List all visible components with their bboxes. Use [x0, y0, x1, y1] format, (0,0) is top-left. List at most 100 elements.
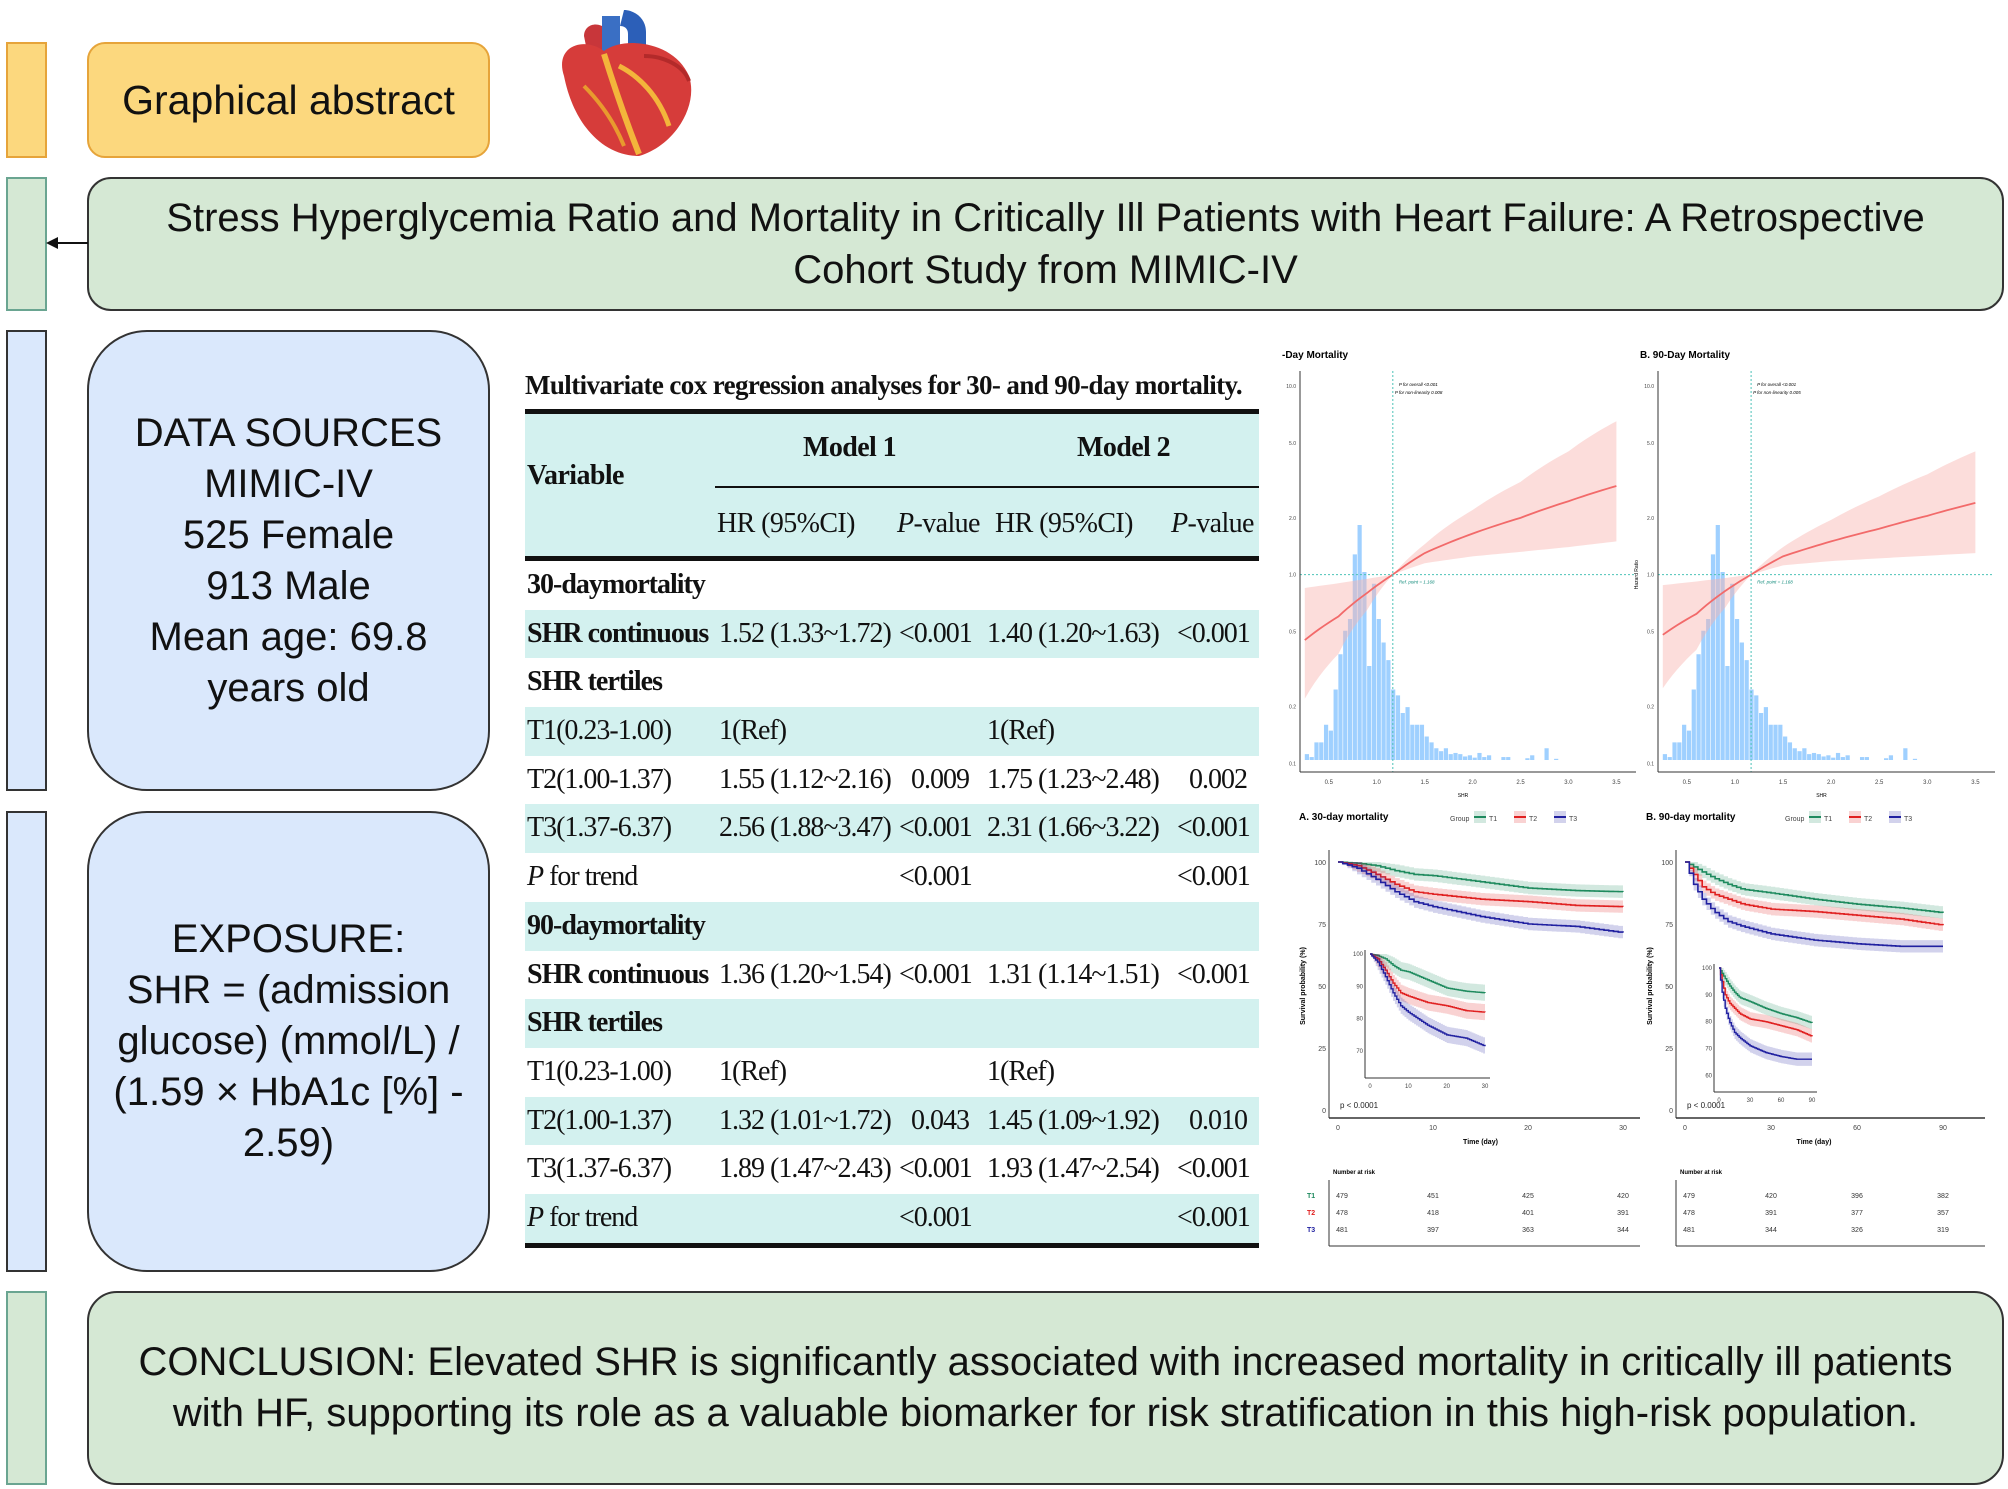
- row-label: 30-daymortality: [527, 569, 706, 600]
- table-row: P for trend <0.001 <0.001: [525, 1193, 1259, 1243]
- histogram-bar: [1506, 757, 1511, 760]
- histogram-bar: [1434, 748, 1439, 760]
- histogram-bar: [1501, 757, 1506, 760]
- survival-curve: [1338, 861, 1624, 893]
- histogram-bar: [1715, 525, 1720, 760]
- y-tick-label: 2.0: [1647, 516, 1654, 522]
- histogram-bar: [1477, 752, 1482, 760]
- confidence-band: [1685, 862, 1943, 932]
- histogram-bar: [1472, 757, 1477, 760]
- histogram-bar: [1362, 572, 1367, 760]
- histogram-bar: [1323, 724, 1329, 760]
- legend-label: T3: [1904, 816, 1912, 823]
- survival-curve: [1685, 861, 1944, 926]
- legend-label: T1: [1489, 816, 1497, 823]
- inset-x-tick-label: 30: [1747, 1098, 1754, 1104]
- hazard-ratio-curve: [1662, 502, 1976, 636]
- risk-count: 479: [1336, 1193, 1348, 1200]
- p-nonlinearity-annotation: P for non-linearity 0.005: [1753, 390, 1801, 395]
- y-tick-label: 25: [1318, 1046, 1326, 1053]
- exposure-box: EXPOSURE: SHR = (admission glucose) (mmo…: [87, 811, 490, 1272]
- x-tick-label: 90: [1939, 1125, 1947, 1132]
- table-row: T3(1.37-6.37) 1.89 (1.47~2.43) <0.001 1.93 …: [525, 1145, 1259, 1194]
- histogram-bar: [1357, 525, 1362, 760]
- x-tick-label: 2.5: [1516, 780, 1525, 786]
- exposure-line: (1.59 × HbA1c [%] -: [113, 1070, 464, 1114]
- x-tick-label: 30: [1767, 1125, 1775, 1132]
- risk-count: 478: [1336, 1210, 1348, 1217]
- table-cell: 2.56 (1.88~3.47): [719, 812, 892, 844]
- row-label: SHR continuous: [527, 958, 709, 990]
- risk-count: 357: [1937, 1210, 1949, 1217]
- histogram-bar: [1773, 724, 1778, 760]
- exposure-line: SHR = (admission: [126, 968, 451, 1012]
- histogram-bar: [1467, 755, 1472, 760]
- histogram-bar: [1530, 755, 1535, 760]
- histogram-bar: [1458, 754, 1463, 760]
- inset-y-tick-label: 100: [1353, 952, 1364, 958]
- y-tick-label: 10.0: [1644, 384, 1654, 390]
- confidence-band: [1338, 862, 1623, 939]
- p-nonlinearity-annotation: P for non-linearity 0.008: [1395, 390, 1443, 395]
- inset-y-tick-label: 70: [1356, 1049, 1363, 1055]
- header-variable: Variable: [527, 460, 624, 491]
- table-cell: <0.001: [1177, 958, 1251, 990]
- table-row: T2(1.00-1.37) 1.32 (1.01~1.72) 0.043 1.45 (…: [525, 1096, 1259, 1146]
- confidence-band: [1370, 954, 1485, 1055]
- y-axis-label: Survival probability (%): [1300, 947, 1307, 1025]
- histogram-bar: [1304, 754, 1309, 760]
- x-tick-label: 3.5: [1612, 780, 1621, 786]
- histogram-bar: [1405, 707, 1410, 760]
- histogram-bar: [1343, 630, 1348, 760]
- histogram-bar: [1845, 755, 1850, 760]
- histogram-bar: [1807, 754, 1812, 760]
- histogram-bar: [1888, 755, 1894, 760]
- table-cell: <0.001: [1177, 812, 1251, 844]
- confidence-band: [1719, 968, 1812, 1066]
- risk-count: 344: [1617, 1227, 1629, 1234]
- table-cell: 1.40 (1.20~1.63): [987, 617, 1160, 649]
- histogram-bar: [1554, 758, 1559, 760]
- x-tick-label: 3.0: [1564, 780, 1573, 786]
- data-sources-box: DATA SOURCES MIMIC-IV 525 Female 913 Mal…: [87, 330, 490, 791]
- confidence-band: [1662, 451, 1976, 689]
- data-sources-line: Mean age: 69.8: [149, 614, 428, 659]
- table-cell: <0.001: [899, 812, 973, 844]
- inset-x-tick-label: 20: [1443, 1084, 1450, 1090]
- histogram-bar: [1415, 724, 1420, 760]
- histogram-bar: [1424, 736, 1429, 760]
- y-axis-label: Survival probability (%): [1647, 947, 1654, 1025]
- row-label: SHR continuous: [527, 617, 709, 649]
- histogram-bar: [1419, 724, 1425, 760]
- risk-count: 451: [1427, 1193, 1439, 1200]
- table-cell: 1(Ref): [719, 715, 787, 747]
- y-tick-label: 5.0: [1647, 441, 1654, 447]
- histogram-bar: [1730, 583, 1735, 760]
- table-row: 90-daymortality: [525, 901, 1259, 951]
- histogram-bar: [1821, 756, 1826, 760]
- inset-y-tick-label: 90: [1705, 993, 1712, 999]
- histogram-bar: [1347, 619, 1353, 760]
- km-charts: A. 30-day mortality Group T1 T2 T30255075100…: [1299, 811, 1985, 1247]
- risk-count: 363: [1522, 1227, 1534, 1234]
- chart-title: B. 90-day mortality: [1646, 812, 1736, 823]
- p-overall-annotation: P for overall <0.001: [1399, 382, 1438, 387]
- risk-count: 478: [1683, 1210, 1695, 1217]
- arrow-left-icon: [46, 237, 88, 249]
- histogram-bar: [1706, 619, 1711, 760]
- inset-survival-curve: [1370, 953, 1486, 1013]
- confidence-band: [1304, 421, 1617, 699]
- table-bottom-rule: [525, 1242, 1259, 1248]
- data-sources-line: MIMIC-IV: [204, 461, 373, 506]
- inset-y-tick-label: 70: [1705, 1046, 1712, 1052]
- table-cell: 1.89 (1.47~2.43): [719, 1153, 892, 1185]
- row-label: T1(0.23-1.00): [527, 715, 672, 747]
- cox-regression-table: Multivariate cox regression analyses for…: [525, 365, 1259, 1248]
- section-marker-conclusion: [6, 1291, 47, 1485]
- histogram-bar: [1328, 730, 1333, 760]
- inset-x-tick-label: 0: [1717, 1098, 1721, 1104]
- y-tick-label: 1.0: [1647, 573, 1654, 579]
- y-tick-label: 25: [1665, 1046, 1673, 1053]
- histogram-bar: [1710, 554, 1716, 760]
- histogram-bar: [1463, 756, 1468, 760]
